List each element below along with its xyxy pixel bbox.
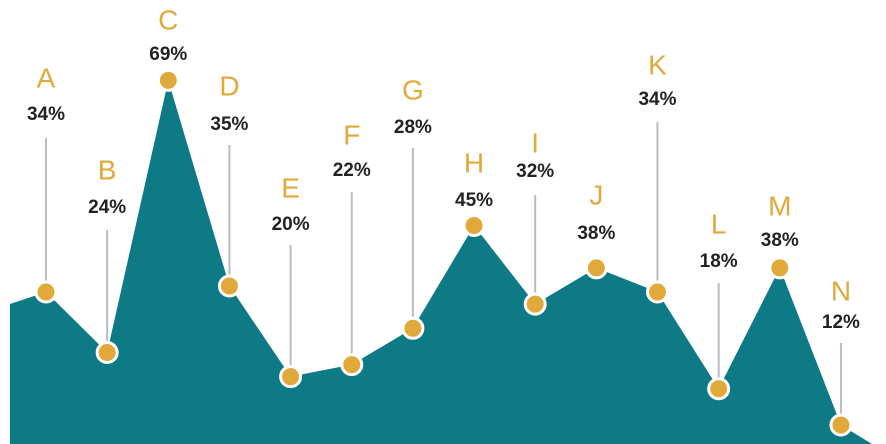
value-label: 35% (210, 114, 248, 135)
category-label: B (98, 154, 117, 185)
value-label: 24% (88, 197, 126, 218)
marker (156, 68, 180, 92)
value-label: 12% (822, 312, 860, 333)
category-label: F (343, 119, 360, 150)
marker (401, 316, 425, 340)
value-label: 38% (577, 223, 615, 244)
marker (279, 365, 303, 389)
marker (584, 256, 608, 280)
marker (340, 353, 364, 377)
value-label: 38% (761, 230, 799, 251)
marker (707, 377, 731, 401)
marker (523, 292, 547, 316)
category-label: D (219, 70, 239, 101)
category-label: M (768, 190, 791, 221)
value-label: 18% (700, 251, 738, 272)
value-label: 20% (272, 214, 310, 235)
marker (646, 280, 669, 304)
value-label: 45% (455, 190, 493, 211)
category-label: J (589, 179, 603, 210)
value-label: 22% (333, 160, 371, 181)
marker (217, 274, 241, 298)
value-label: 34% (638, 89, 676, 110)
category-label: L (711, 208, 727, 239)
category-label: A (37, 62, 56, 93)
value-label: 69% (149, 44, 187, 65)
marker (768, 256, 792, 280)
category-label: C (158, 4, 178, 35)
category-label: N (831, 275, 851, 306)
category-label: E (281, 172, 300, 203)
area (10, 80, 872, 444)
value-label: 32% (516, 161, 554, 182)
category-label: K (648, 49, 667, 80)
marker (34, 280, 58, 304)
value-label: 34% (27, 104, 65, 125)
value-label: 28% (394, 117, 432, 138)
marker (95, 340, 119, 364)
category-label: I (531, 127, 539, 158)
category-label: G (402, 74, 424, 105)
category-label: H (464, 147, 484, 178)
marker (462, 214, 486, 238)
marker (829, 413, 853, 437)
